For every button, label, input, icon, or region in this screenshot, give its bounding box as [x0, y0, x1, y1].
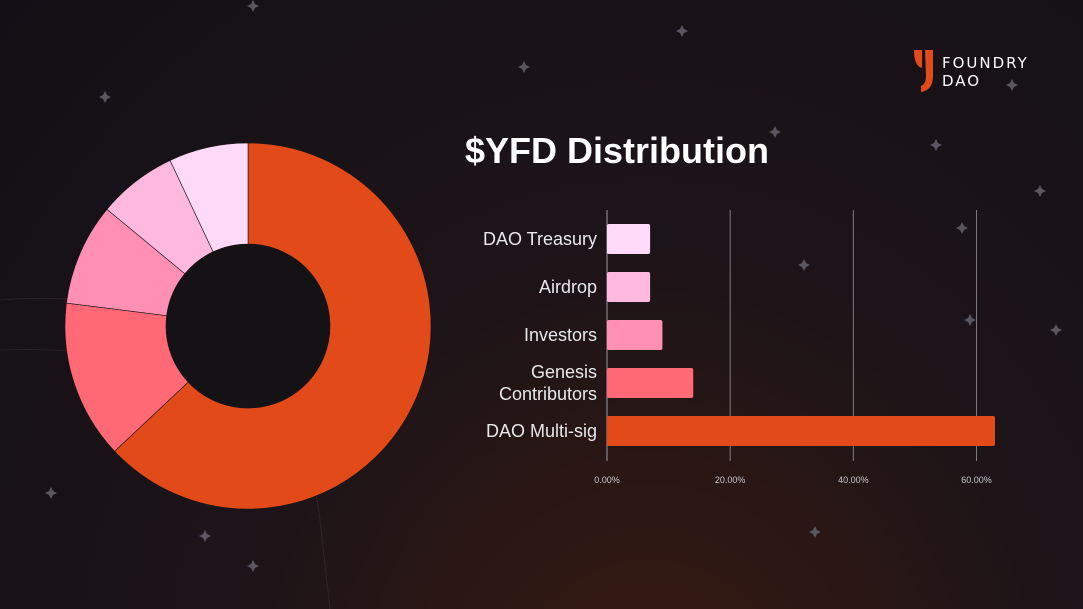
x-tick-label: 20.00%	[715, 475, 746, 485]
foundry-logo-icon	[914, 50, 933, 92]
foundry-dao-logo: FOUNDRY DAO	[912, 46, 1052, 96]
star-icon	[518, 61, 530, 73]
star-icon	[769, 126, 781, 138]
star-icon	[1006, 79, 1018, 91]
chart-title: $YFD Distribution	[465, 130, 769, 171]
star-icon	[247, 0, 259, 12]
x-tick-label: 0.00%	[594, 475, 620, 485]
bar-genesis-contributors	[607, 368, 694, 398]
star-icon	[1050, 324, 1062, 336]
bar-label-genesis-contributors: Genesis Contributors	[499, 362, 597, 404]
star-icon	[199, 530, 211, 542]
star-icon	[676, 25, 688, 37]
star-icon	[99, 91, 111, 103]
bar-dao-multi-sig	[607, 416, 995, 446]
x-tick-label: 40.00%	[838, 475, 869, 485]
logo-text-foundry: FOUNDRY	[942, 54, 1029, 72]
logo-text-dao: DAO	[942, 72, 982, 90]
star-icon	[247, 560, 259, 572]
bar-airdrop	[607, 272, 651, 302]
star-icon	[1034, 185, 1046, 197]
donut-chart	[64, 142, 432, 510]
star-icon	[798, 259, 810, 271]
bar-investors	[607, 320, 663, 350]
bar-label-dao-multi-sig: DAO Multi-sig	[486, 421, 597, 441]
star-icon	[809, 526, 821, 538]
star-icon	[956, 222, 968, 234]
x-tick-label: 60.00%	[961, 475, 992, 485]
star-icon	[964, 314, 976, 326]
star-icon	[45, 487, 57, 499]
donut-hole	[166, 244, 330, 408]
bar-chart: 0.00% 20.00% 40.00% 60.00% DAO Treasury Airdr…	[483, 210, 995, 485]
star-icon	[930, 139, 942, 151]
bar-label-dao-treasury: DAO Treasury	[483, 229, 597, 249]
bar-label-airdrop: Airdrop	[539, 277, 597, 297]
bar-dao-treasury	[607, 224, 651, 254]
bar-label-investors: Investors	[524, 325, 597, 345]
